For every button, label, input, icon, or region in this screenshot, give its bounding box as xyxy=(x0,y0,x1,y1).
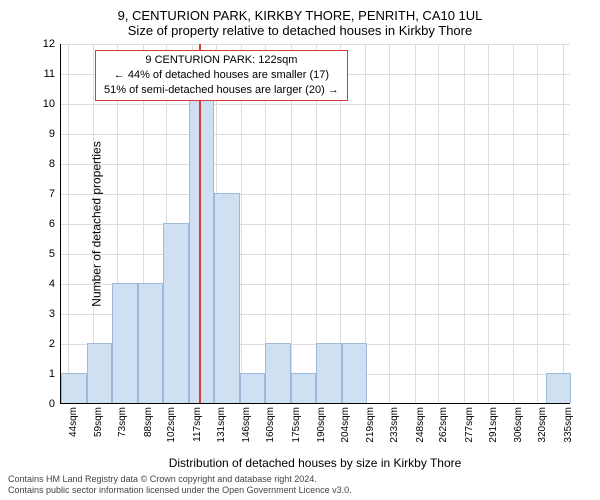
y-tick-label: 0 xyxy=(49,398,61,410)
y-tick-label: 3 xyxy=(49,308,61,320)
x-tick-label: 248sqm xyxy=(415,403,426,443)
y-tick-label: 8 xyxy=(49,158,61,170)
x-tick-label: 117sqm xyxy=(192,403,203,442)
gridline-v xyxy=(513,44,514,403)
plot-area: 012345678910111244sqm59sqm73sqm88sqm102s… xyxy=(60,44,570,404)
histogram-bar xyxy=(112,283,138,403)
attribution-footer: Contains HM Land Registry data © Crown c… xyxy=(8,474,592,496)
x-tick-label: 291sqm xyxy=(488,403,499,443)
info-box-line: 9 CENTURION PARK: 122sqm xyxy=(104,53,339,68)
x-tick-label: 88sqm xyxy=(143,403,154,437)
x-tick-label: 131sqm xyxy=(216,403,227,443)
gridline-v xyxy=(464,44,465,403)
histogram-bar xyxy=(61,373,87,403)
histogram-bar xyxy=(291,373,317,403)
histogram-bar xyxy=(87,343,113,403)
x-tick-label: 102sqm xyxy=(166,403,177,443)
x-tick-label: 335sqm xyxy=(563,403,574,443)
x-tick-label: 233sqm xyxy=(389,403,400,443)
x-tick-label: 146sqm xyxy=(241,403,252,443)
x-tick-label: 277sqm xyxy=(464,403,475,443)
x-tick-label: 160sqm xyxy=(265,403,276,443)
histogram-chart: 012345678910111244sqm59sqm73sqm88sqm102s… xyxy=(60,44,570,404)
x-tick-label: 219sqm xyxy=(365,403,376,443)
y-tick-label: 4 xyxy=(49,278,61,290)
title-line-2: Size of property relative to detached ho… xyxy=(0,23,600,38)
histogram-bar xyxy=(342,343,368,403)
gridline-v xyxy=(389,44,390,403)
y-tick-label: 2 xyxy=(49,338,61,350)
x-tick-label: 190sqm xyxy=(316,403,327,443)
x-tick-label: 262sqm xyxy=(438,403,449,443)
x-axis-label: Distribution of detached houses by size … xyxy=(169,456,462,470)
gridline-v xyxy=(438,44,439,403)
x-tick-label: 320sqm xyxy=(537,403,548,443)
y-tick-label: 7 xyxy=(49,188,61,200)
histogram-bar xyxy=(163,223,189,403)
footer-line-1: Contains HM Land Registry data © Crown c… xyxy=(8,474,592,485)
footer-line-2: Contains public sector information licen… xyxy=(8,485,592,496)
gridline-v xyxy=(68,44,69,403)
y-tick-label: 11 xyxy=(44,68,61,80)
y-tick-label: 6 xyxy=(49,218,61,230)
y-axis-label: Number of detached properties xyxy=(90,141,104,306)
gridline-v xyxy=(537,44,538,403)
title-line-1: 9, CENTURION PARK, KIRKBY THORE, PENRITH… xyxy=(0,0,600,23)
y-tick-label: 5 xyxy=(49,248,61,260)
y-tick-label: 9 xyxy=(49,128,61,140)
x-tick-label: 175sqm xyxy=(291,403,302,443)
x-tick-label: 306sqm xyxy=(513,403,524,443)
x-tick-label: 73sqm xyxy=(117,403,128,437)
gridline-v xyxy=(488,44,489,403)
x-tick-label: 59sqm xyxy=(93,403,104,437)
histogram-bar xyxy=(240,373,266,403)
gridline-v xyxy=(415,44,416,403)
x-tick-label: 204sqm xyxy=(340,403,351,443)
y-tick-label: 12 xyxy=(43,38,61,50)
property-info-box: 9 CENTURION PARK: 122sqm← 44% of detache… xyxy=(95,50,348,101)
y-tick-label: 1 xyxy=(49,368,61,380)
x-tick-label: 44sqm xyxy=(68,403,79,437)
y-tick-label: 10 xyxy=(43,98,61,110)
info-box-line: 51% of semi-detached houses are larger (… xyxy=(104,83,339,98)
histogram-bar xyxy=(546,373,572,403)
histogram-bar xyxy=(265,343,291,403)
histogram-bar xyxy=(138,283,164,403)
gridline-v xyxy=(563,44,564,403)
info-box-line: ← 44% of detached houses are smaller (17… xyxy=(104,68,339,83)
histogram-bar xyxy=(316,343,342,403)
histogram-bar xyxy=(214,193,240,403)
